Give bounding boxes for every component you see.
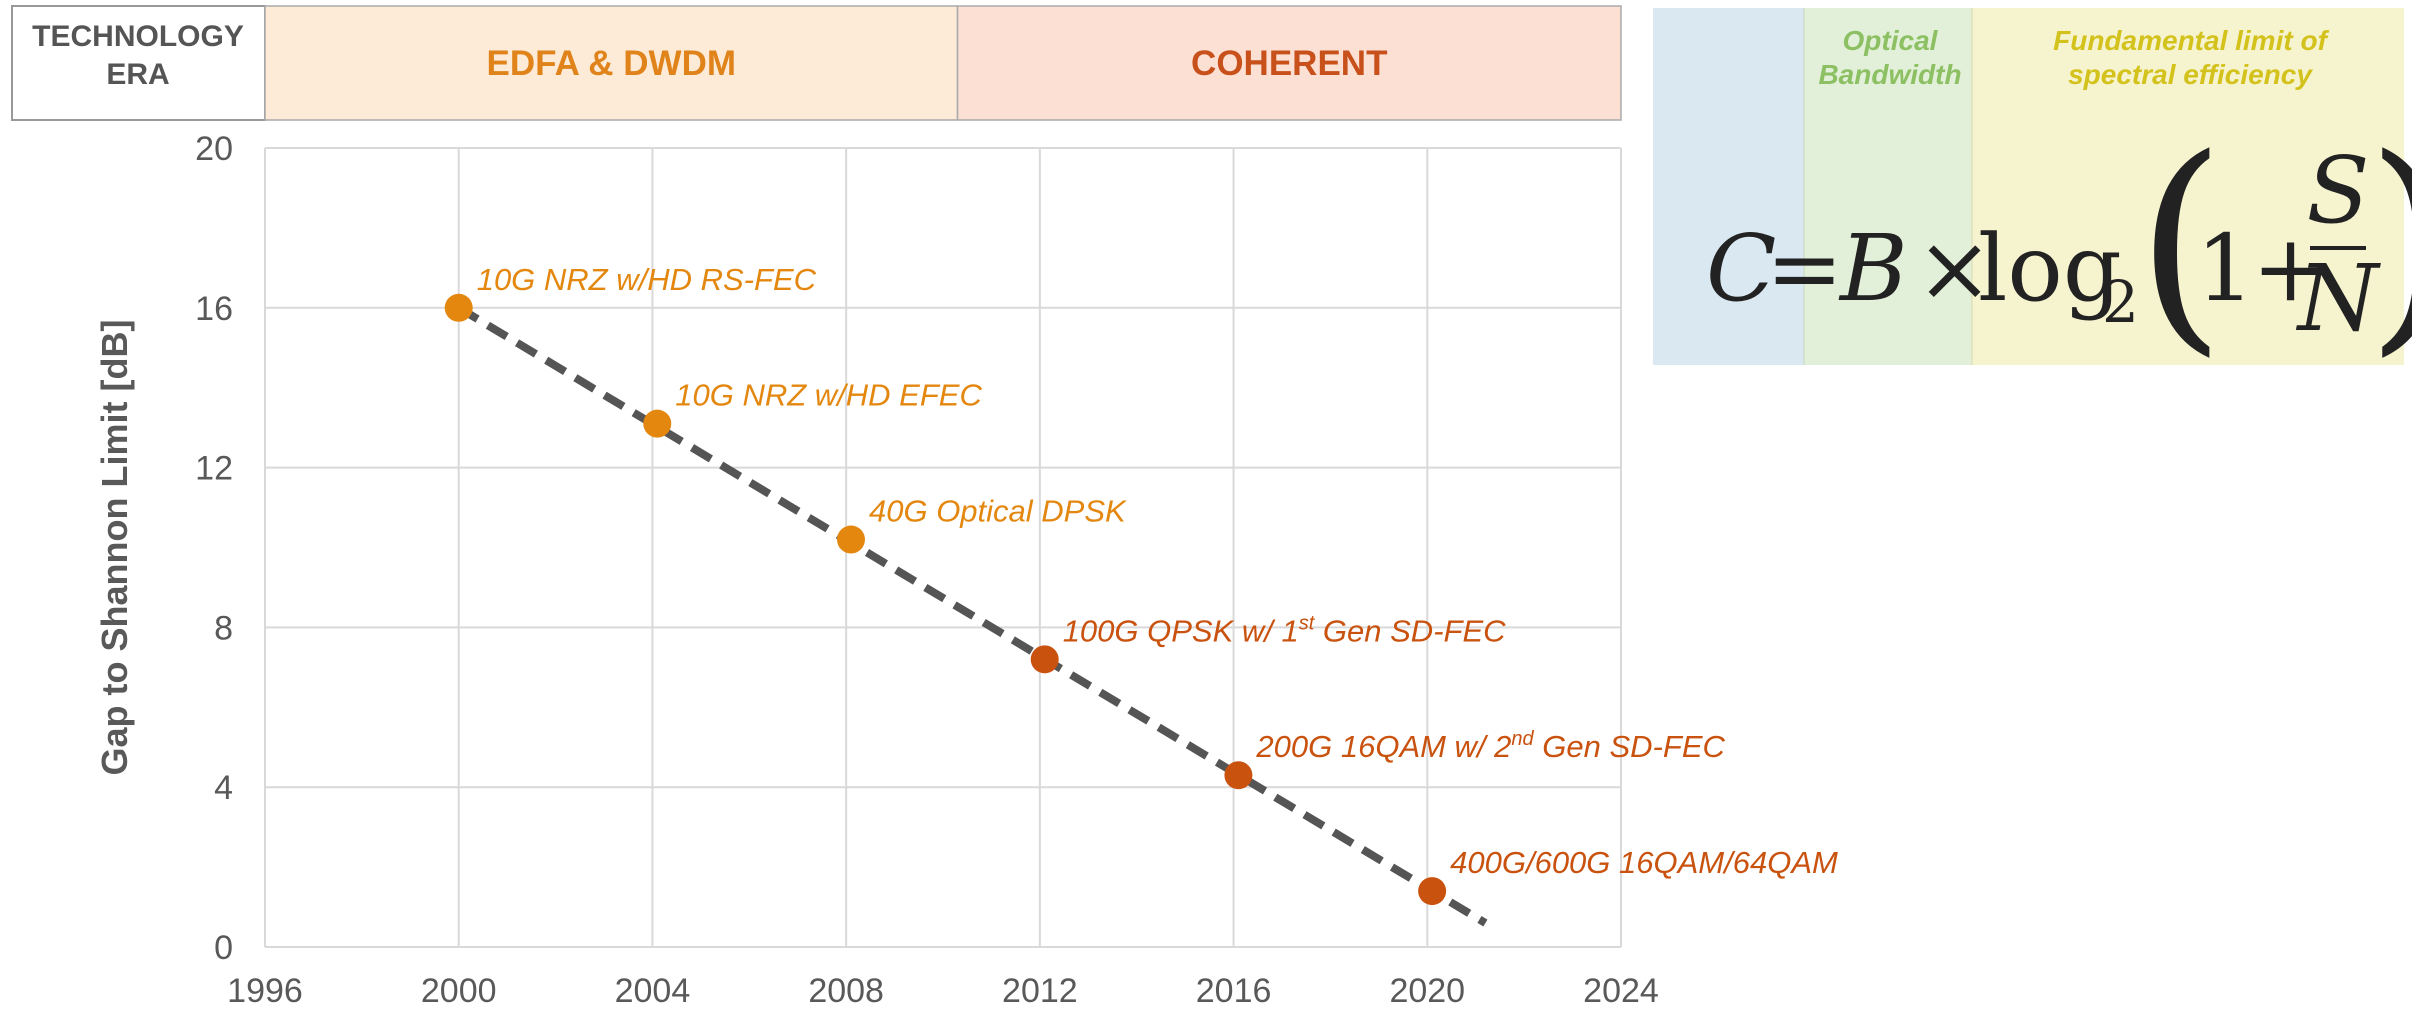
formula-label-line: spectral efficiency <box>2068 59 2313 90</box>
data-point <box>1224 761 1253 790</box>
y-tick-label: 20 <box>195 130 233 168</box>
era-label: COHERENT <box>1191 44 1387 83</box>
y-axis-title: Gap to Shannon Limit [dB] <box>94 320 135 776</box>
formula-symbol: N <box>2296 245 2382 352</box>
y-tick-label: 8 <box>214 609 233 647</box>
x-tick-label: 2020 <box>1389 972 1465 1009</box>
point-label-sup: nd <box>1511 728 1534 750</box>
point-label: 400G/600G 16QAM/64QAM <box>1450 845 1838 880</box>
x-tick-label: 2024 <box>1583 972 1659 1009</box>
point-label-part: Gen SD-FEC <box>1534 729 1726 764</box>
formula-label: Fundamental limit of spectral efficiency <box>2053 25 2329 90</box>
formula-symbol: S <box>2306 137 2369 244</box>
formula-col-c <box>1653 8 1804 365</box>
formula-symbol: B <box>1838 215 1908 322</box>
x-tick-label: 2012 <box>1002 972 1078 1009</box>
formula-label-line: Fundamental limit of <box>2053 25 2329 56</box>
point-label-part: 40G Optical DPSK <box>869 494 1127 529</box>
formula-function: log <box>1978 215 2122 322</box>
data-point <box>1030 645 1059 674</box>
era-band <box>956 5 1622 121</box>
era-header-line: ERA <box>106 58 169 91</box>
point-label-part: 400G/600G 16QAM/64QAM <box>1450 845 1838 880</box>
formula-label-line: Optical <box>1843 25 1939 56</box>
point-label: 200G 16QAM w/ 2nd Gen SD-FEC <box>1255 728 1725 764</box>
point-label-sup: st <box>1299 612 1316 634</box>
y-tick-label: 12 <box>195 450 233 488</box>
formula-label-line: Bandwidth <box>1818 59 1961 90</box>
point-label-part: 10G NRZ w/HD EFEC <box>675 378 982 413</box>
formula-subscript: 2 <box>2102 268 2139 336</box>
trend-line <box>456 304 1488 927</box>
formula-paren: ( <box>2136 110 2226 377</box>
point-label: 40G Optical DPSK <box>869 494 1127 529</box>
x-tick-label: 1996 <box>227 972 303 1009</box>
y-tick-label: 16 <box>195 290 233 328</box>
era-label: EDFA & DWDM <box>487 44 737 83</box>
x-tick-label: 2004 <box>615 972 691 1009</box>
formula-label: Optical Bandwidth <box>1818 25 1961 90</box>
formula-operator: + <box>2252 215 2329 322</box>
x-tick-label: 2008 <box>808 972 884 1009</box>
x-tick-label: 2016 <box>1196 972 1272 1009</box>
point-label: 10G NRZ w/HD EFEC <box>675 378 982 413</box>
data-point <box>836 525 865 554</box>
y-tick-label: 0 <box>214 929 233 967</box>
formula-col-b <box>1804 8 1972 365</box>
data-point <box>643 409 672 438</box>
era-band <box>264 5 959 121</box>
point-label-part: 10G NRZ w/HD RS-FEC <box>477 262 817 297</box>
era-header-line: TECHNOLOGY <box>32 20 244 53</box>
era-header: TECHNOLOGY ERA <box>32 20 244 91</box>
formula-col-log <box>1972 8 2404 365</box>
formula-operator: × <box>1916 215 1993 322</box>
point-label-part: Gen SD-FEC <box>1314 613 1506 648</box>
point-label-part: 100G QPSK w/ 1 <box>1063 613 1299 648</box>
formula-symbol: C <box>1706 215 1776 322</box>
data-point <box>444 293 473 322</box>
era-header-box <box>11 5 266 121</box>
x-tick-label: 2000 <box>421 972 497 1009</box>
point-label: 100G QPSK w/ 1st Gen SD-FEC <box>1063 612 1506 648</box>
formula-operator: = <box>1766 215 1843 322</box>
point-label-part: 200G 16QAM w/ 2 <box>1255 729 1511 764</box>
formula-paren: ) <box>2366 110 2412 377</box>
point-label: 10G NRZ w/HD RS-FEC <box>477 262 817 297</box>
data-point <box>1418 877 1447 906</box>
y-tick-label: 4 <box>214 769 233 807</box>
formula-number: 1 <box>2196 215 2255 322</box>
